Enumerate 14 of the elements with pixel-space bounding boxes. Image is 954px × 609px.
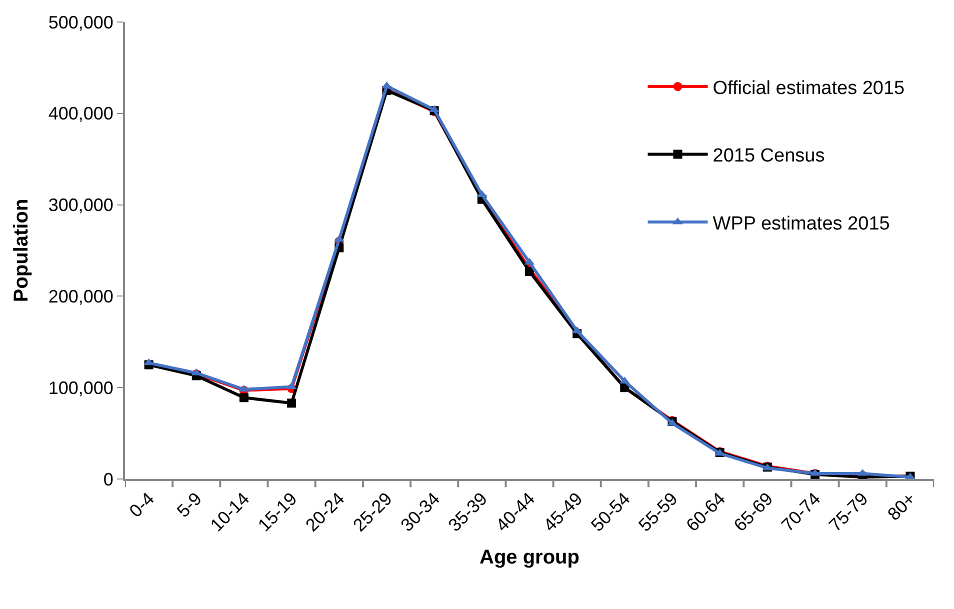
legend-label: 2015 Census [712, 146, 825, 167]
x-tick-label: 80+ [884, 488, 920, 524]
x-tick-label: 5-9 [173, 488, 206, 522]
y-tick-label: 400,000 [48, 104, 114, 124]
y-tick-label: 200,000 [48, 286, 114, 306]
y-axis-title: Population [10, 198, 32, 302]
y-tick-label: 300,000 [48, 195, 114, 216]
y-tick-label: 100,000 [48, 378, 114, 398]
y-tick-label: 500,000 [48, 12, 114, 32]
y-tick-label: 0 [103, 469, 114, 490]
legend-label: Official estimates 2015 [712, 78, 905, 99]
legend-label: WPP estimates 2015 [712, 213, 890, 234]
x-axis-title: Age group [480, 546, 580, 568]
x-tick-label: 0-4 [125, 488, 158, 522]
